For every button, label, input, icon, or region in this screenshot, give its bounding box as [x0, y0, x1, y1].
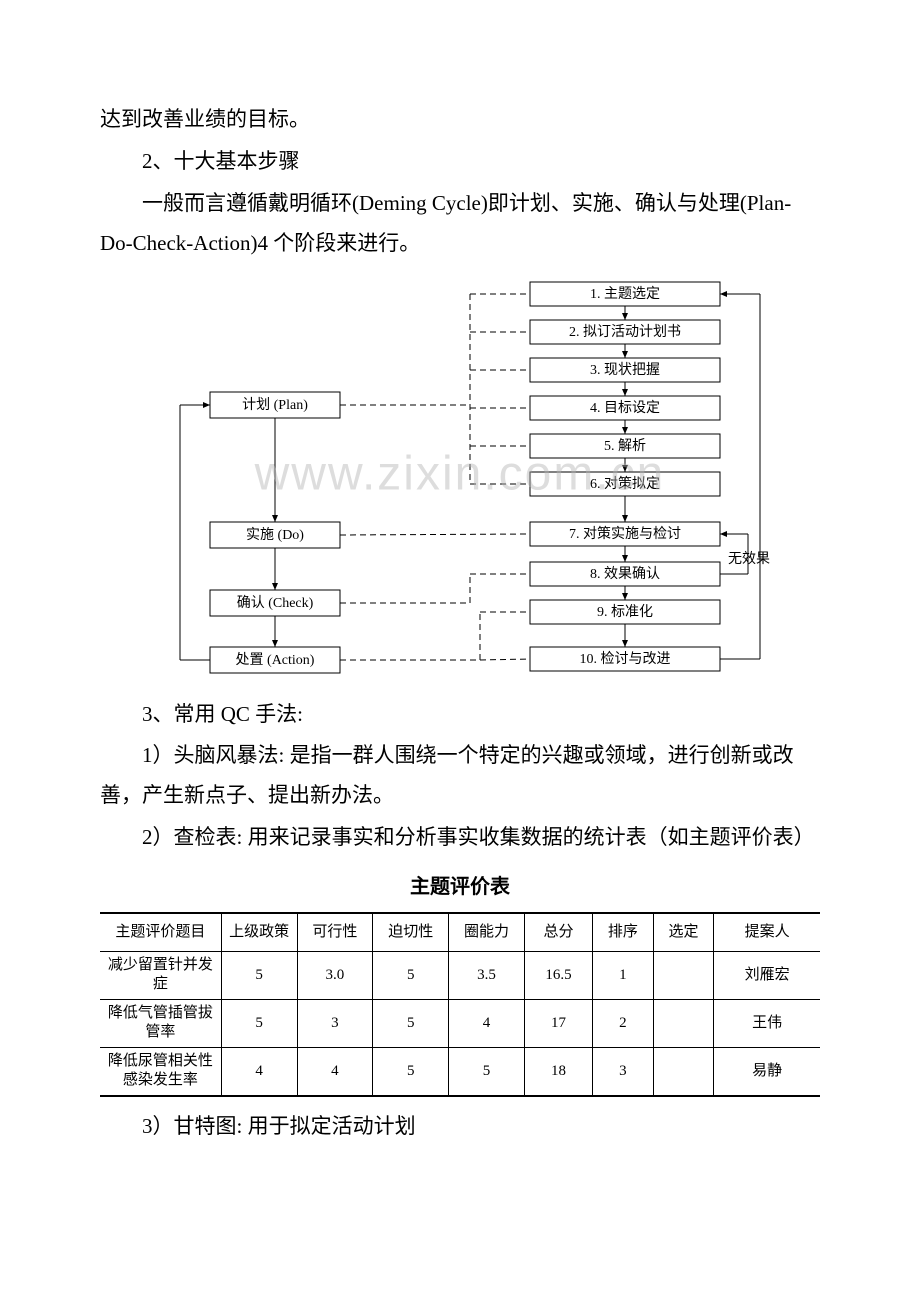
- table-cell: 5: [373, 1047, 449, 1096]
- table-cell: 4: [449, 999, 525, 1047]
- table-cell: 刘雁宏: [714, 951, 820, 999]
- table-title: 主题评价表: [100, 868, 820, 906]
- table-header-cell: 上级政策: [221, 913, 297, 951]
- table-cell: 5: [449, 1047, 525, 1096]
- table-cell: 5: [221, 951, 297, 999]
- table-cell: 3: [297, 999, 373, 1047]
- paragraph-goal: 达到改善业绩的目标。: [100, 100, 820, 140]
- table-cell: 18: [524, 1047, 592, 1096]
- paragraph-checksheet: 2）查检表: 用来记录事实和分析事实收集数据的统计表（如主题评价表）: [100, 818, 820, 858]
- table-header-cell: 选定: [653, 913, 714, 951]
- svg-text:9. 标准化: 9. 标准化: [597, 604, 653, 620]
- heading-qc-methods: 3、常用 QC 手法:: [100, 695, 820, 735]
- table-cell: 减少留置针并发症: [100, 951, 221, 999]
- table-header-cell: 提案人: [714, 913, 820, 951]
- svg-text:7. 对策实施与检讨: 7. 对策实施与检讨: [569, 525, 681, 542]
- table-header-cell: 主题评价题目: [100, 913, 221, 951]
- table-row: 降低尿管相关性感染发生率4455183易静: [100, 1047, 820, 1096]
- svg-text:确认 (Check): 确认 (Check): [237, 595, 314, 611]
- table-cell: 16.5: [524, 951, 592, 999]
- table-cell: 5: [373, 999, 449, 1047]
- table-cell: 5: [221, 999, 297, 1047]
- svg-text:5. 解析: 5. 解析: [604, 438, 646, 454]
- svg-text:10. 检讨与改进: 10. 检讨与改进: [580, 651, 671, 667]
- table-cell: 1: [593, 951, 654, 999]
- table-header-cell: 总分: [524, 913, 592, 951]
- table-cell: 2: [593, 999, 654, 1047]
- table-row: 降低气管插管拔管率5354172王伟: [100, 999, 820, 1047]
- table-cell: [653, 999, 714, 1047]
- table-cell: 易静: [714, 1047, 820, 1096]
- paragraph-gantt: 3）甘特图: 用于拟定活动计划: [100, 1107, 820, 1147]
- table-header-cell: 排序: [593, 913, 654, 951]
- table-cell: 3.5: [449, 951, 525, 999]
- flowchart-svg: 计划 (Plan) 实施 (Do) 确认 (Check) 处置 (Action) 1. …: [150, 272, 770, 677]
- table-cell: 5: [373, 951, 449, 999]
- svg-text:实施 (Do): 实施 (Do): [246, 527, 304, 543]
- table-header-cell: 可行性: [297, 913, 373, 951]
- svg-text:6. 对策拟定: 6. 对策拟定: [590, 475, 660, 492]
- svg-text:无效果: 无效果: [728, 551, 770, 567]
- svg-text:3. 现状把握: 3. 现状把握: [590, 362, 660, 378]
- heading-ten-steps: 2、十大基本步骤: [100, 142, 820, 182]
- table-cell: 降低尿管相关性感染发生率: [100, 1047, 221, 1096]
- paragraph-brainstorm: 1）头脑风暴法: 是指一群人围绕一个特定的兴趣或领域，进行创新或改善，产生新点子…: [100, 736, 820, 816]
- svg-text:计划 (Plan): 计划 (Plan): [242, 397, 308, 413]
- table-header-cell: 迫切性: [373, 913, 449, 951]
- table-cell: 3.0: [297, 951, 373, 999]
- table-cell: 17: [524, 999, 592, 1047]
- table-cell: 3: [593, 1047, 654, 1096]
- svg-text:2. 拟订活动计划书: 2. 拟订活动计划书: [569, 324, 681, 340]
- table-cell: 王伟: [714, 999, 820, 1047]
- svg-text:8. 效果确认: 8. 效果确认: [590, 566, 660, 582]
- svg-text:处置 (Action): 处置 (Action): [236, 652, 315, 668]
- paragraph-deming: 一般而言遵循戴明循环(Deming Cycle)即计划、实施、确认与处理(Pla…: [100, 184, 820, 264]
- deming-flowchart: 计划 (Plan) 实施 (Do) 确认 (Check) 处置 (Action) 1. …: [150, 272, 770, 677]
- table-cell: 4: [221, 1047, 297, 1096]
- table-cell: 降低气管插管拔管率: [100, 999, 221, 1047]
- table-header-cell: 圈能力: [449, 913, 525, 951]
- table-cell: 4: [297, 1047, 373, 1096]
- table-row: 减少留置针并发症53.053.516.51刘雁宏: [100, 951, 820, 999]
- topic-eval-table: 主题评价题目上级政策可行性迫切性圈能力总分排序选定提案人 减少留置针并发症53.…: [100, 912, 820, 1097]
- table-cell: [653, 951, 714, 999]
- svg-text:4. 目标设定: 4. 目标设定: [590, 400, 660, 416]
- table-cell: [653, 1047, 714, 1096]
- svg-text:1. 主题选定: 1. 主题选定: [590, 286, 660, 302]
